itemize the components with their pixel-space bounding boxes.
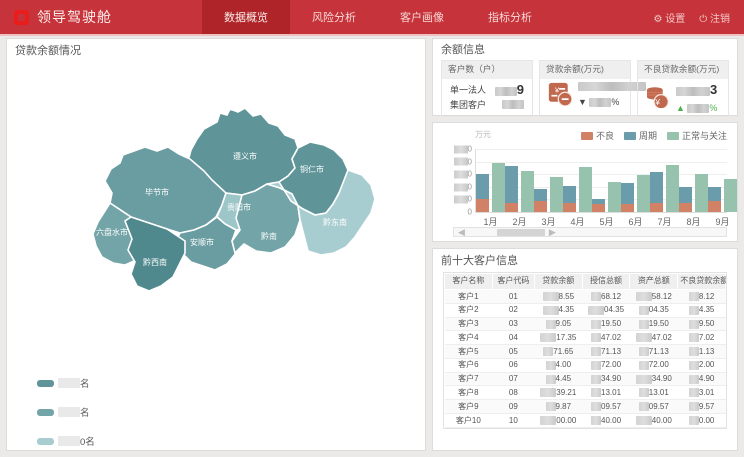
svg-text:黔东南: 黔东南 [323, 217, 347, 227]
svg-text:遵义市: 遵义市 [233, 151, 257, 161]
svg-text:黔西南: 黔西南 [143, 257, 167, 267]
svg-text:六盘水市: 六盘水市 [96, 227, 128, 237]
svg-text:贵阳市: 贵阳市 [227, 202, 251, 212]
svg-text:毕节市: 毕节市 [145, 187, 169, 197]
svg-text:¥: ¥ [555, 85, 560, 94]
svg-text:黔南: 黔南 [261, 231, 277, 241]
svg-text:¥: ¥ [654, 97, 660, 107]
svg-text:铜仁市: 铜仁市 [300, 164, 324, 174]
svg-text:安顺市: 安顺市 [190, 237, 214, 247]
